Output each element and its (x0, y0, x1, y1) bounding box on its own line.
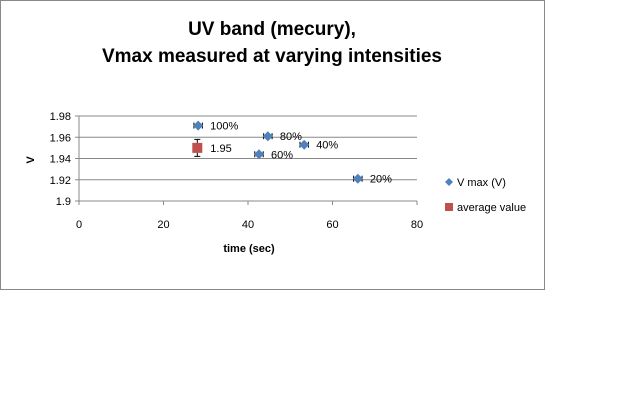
data-point-square (192, 142, 203, 153)
data-label: 60% (271, 149, 293, 161)
chart-title-line2: Vmax measured at varying intensities (102, 46, 442, 67)
x-tick-label: 80 (411, 219, 423, 231)
data-label: 20% (370, 174, 392, 186)
data-label: 1.95 (210, 143, 231, 155)
data-label: 40% (316, 140, 338, 152)
chart-title-line1: UV band (mecury), (188, 19, 356, 40)
y-tick-label: 1.9 (56, 196, 71, 208)
x-tick-label: 20 (157, 219, 169, 231)
y-axis-label: V (25, 156, 37, 164)
data-point-diamond (253, 149, 264, 160)
data-point-diamond (193, 120, 204, 131)
y-tick-label: 1.92 (50, 175, 71, 187)
legend-marker-diamond (445, 178, 453, 186)
data-point-diamond (299, 139, 310, 150)
y-tick-label: 1.96 (50, 132, 71, 144)
legend-entry: average value (457, 202, 526, 214)
data-label: 80% (280, 131, 302, 143)
x-tick-label: 60 (326, 219, 338, 231)
data-point-diamond (352, 173, 363, 184)
x-tick-label: 0 (76, 219, 82, 231)
chart-frame (0, 0, 545, 290)
y-tick-label: 1.98 (50, 111, 71, 123)
legend-marker-square (445, 203, 453, 211)
data-point-diamond (262, 131, 273, 142)
legend-entry: V max (V) (457, 177, 506, 189)
x-tick-label: 40 (242, 219, 254, 231)
data-label: 100% (210, 121, 238, 133)
y-tick-label: 1.94 (50, 154, 71, 166)
x-axis-label: time (sec) (223, 243, 275, 255)
